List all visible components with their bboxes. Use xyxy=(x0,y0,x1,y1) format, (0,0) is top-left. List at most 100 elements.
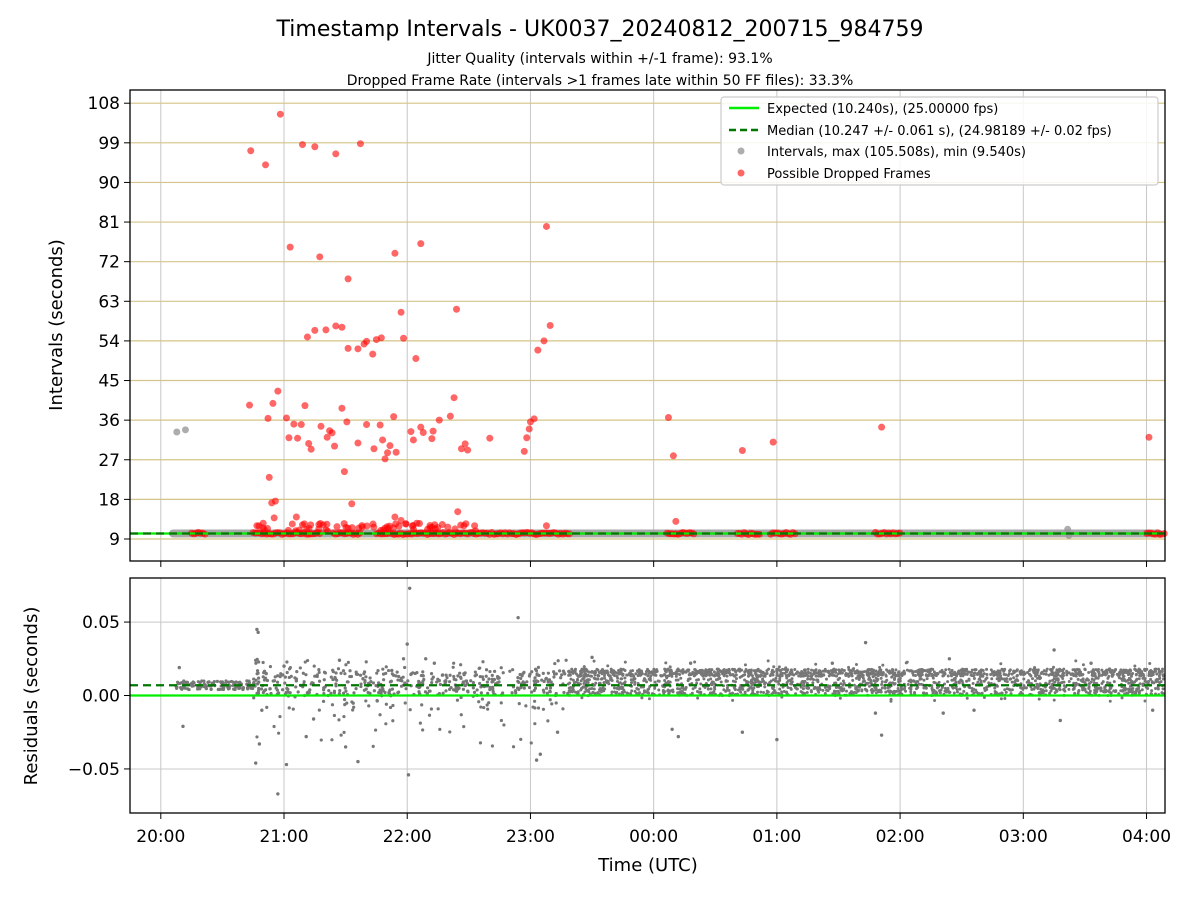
residual-point xyxy=(752,677,756,681)
residual-point xyxy=(1133,664,1137,668)
residual-point xyxy=(550,702,554,706)
residual-point xyxy=(1150,689,1154,693)
residual-point xyxy=(1106,676,1110,680)
residual-point xyxy=(383,690,387,695)
residual-point xyxy=(343,672,347,676)
residual-point xyxy=(561,707,565,711)
residual-outlier-point xyxy=(947,657,952,661)
residual-point xyxy=(633,680,637,684)
residual-point xyxy=(741,673,745,677)
residual-point xyxy=(222,686,226,690)
residual-point xyxy=(330,738,334,742)
residual-point xyxy=(845,689,849,693)
residual-point xyxy=(972,671,976,675)
residual-point xyxy=(834,690,838,694)
residual-point xyxy=(484,674,488,678)
residual-point xyxy=(436,707,440,711)
residual-point xyxy=(989,668,993,672)
residual-point xyxy=(349,674,354,679)
residual-point xyxy=(792,673,796,677)
residual-point xyxy=(403,701,407,705)
residual-point xyxy=(606,679,610,683)
residual-point xyxy=(995,677,999,681)
residual-point xyxy=(941,674,945,678)
residual-point xyxy=(761,677,765,681)
residual-point xyxy=(945,688,949,692)
residual-point xyxy=(345,680,349,684)
residual-point xyxy=(991,671,995,675)
residual-point xyxy=(566,682,570,686)
residual-point xyxy=(590,674,594,678)
residual-point xyxy=(912,679,916,683)
intervals-y-ticks: 9 18 27 36 45 54 63 72 81 90 99 108 xyxy=(88,94,130,550)
residual-point xyxy=(1138,682,1142,686)
residual-point xyxy=(671,690,675,694)
residual-point xyxy=(583,679,587,683)
dropped-frame-point xyxy=(340,468,348,476)
residual-outlier-point xyxy=(1150,708,1155,712)
residual-point xyxy=(598,681,602,685)
residual-point xyxy=(803,668,807,672)
residual-point xyxy=(891,671,895,675)
residual-point xyxy=(630,673,634,677)
residual-point xyxy=(700,671,704,675)
residual-point xyxy=(1008,668,1012,672)
residual-point xyxy=(479,705,483,709)
residual-point xyxy=(281,688,285,692)
residual-point xyxy=(337,718,341,722)
residual-point xyxy=(455,685,459,689)
residual-point xyxy=(839,688,843,692)
dropped-frame-point xyxy=(328,429,336,437)
residual-outlier-point xyxy=(181,724,185,729)
dropped-frame-point xyxy=(311,143,319,151)
residual-point xyxy=(842,669,846,673)
residual-point xyxy=(295,669,299,674)
residual-point xyxy=(1084,690,1088,694)
residual-point xyxy=(1074,683,1078,687)
residual-point xyxy=(1073,669,1077,673)
residual-point xyxy=(800,669,804,673)
dropped-frame-point xyxy=(274,387,282,395)
residual-point xyxy=(1161,673,1165,677)
residual-point xyxy=(838,696,842,700)
intervals-panel: 9 18 27 36 45 54 63 72 81 90 99 108 Intervals (seco… xyxy=(46,89,1168,567)
residual-point xyxy=(544,686,549,690)
residual-point xyxy=(806,667,810,671)
residual-point xyxy=(256,676,261,680)
residual-point xyxy=(389,679,393,683)
residual-point xyxy=(1141,676,1145,680)
dropped-frame-point xyxy=(376,421,384,429)
x-axis-label: Time (UTC) xyxy=(597,855,698,876)
residual-point xyxy=(409,672,413,677)
residual-point xyxy=(474,673,479,677)
residual-point xyxy=(1029,674,1033,678)
residual-point xyxy=(204,687,208,691)
residual-point xyxy=(1135,677,1139,681)
residual-point xyxy=(638,691,642,695)
dropped-frame-point xyxy=(363,337,371,345)
intervals-y-tick-label: 45 xyxy=(98,372,120,392)
residual-point xyxy=(600,671,604,675)
residual-point xyxy=(870,687,874,691)
residual-point xyxy=(989,673,993,677)
residual-point xyxy=(638,673,642,677)
residual-point xyxy=(1033,679,1037,683)
residual-point xyxy=(1031,677,1035,681)
residual-point xyxy=(679,690,683,694)
residual-point xyxy=(800,680,804,684)
residual-point xyxy=(256,689,261,693)
residual-point xyxy=(278,674,282,679)
residual-point xyxy=(529,741,533,745)
residual-point xyxy=(707,671,711,675)
residual-point xyxy=(582,681,586,685)
residual-point xyxy=(540,678,544,682)
residual-point xyxy=(391,719,395,723)
dropped-frame-point xyxy=(397,517,405,525)
residual-point xyxy=(676,687,680,691)
residual-point xyxy=(869,678,873,682)
residual-point xyxy=(854,676,858,680)
residual-point xyxy=(731,698,735,702)
residual-point xyxy=(833,670,837,674)
residual-point xyxy=(935,691,939,695)
residual-point xyxy=(759,673,763,677)
